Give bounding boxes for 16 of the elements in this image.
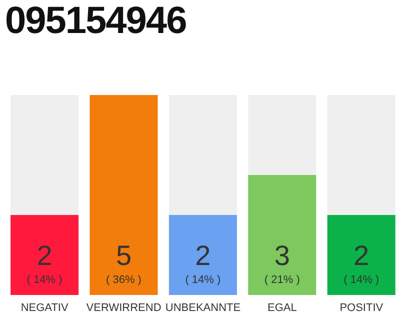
annotation: ( 14% ) bbox=[344, 274, 380, 286]
data-label: 2 bbox=[354, 240, 370, 271]
annotation: ( 21% ) bbox=[264, 274, 300, 286]
data-label: 2 bbox=[36, 240, 52, 271]
data-label: 2 bbox=[195, 240, 211, 271]
data-label: 5 bbox=[116, 240, 132, 271]
chart-title: 095154946 bbox=[5, 0, 186, 43]
x-tick-label: VERWIRREND bbox=[86, 302, 162, 314]
x-tick-label: UNBEKANNTE bbox=[165, 302, 241, 314]
annotation: ( 14% ) bbox=[26, 274, 62, 286]
data-label: 3 bbox=[274, 240, 290, 271]
annotation: ( 14% ) bbox=[185, 274, 221, 286]
x-tick-label: POSITIV bbox=[340, 302, 384, 314]
x-tick-label: EGAL bbox=[268, 302, 297, 314]
x-tick-label: NEGATIV bbox=[20, 302, 69, 314]
annotation: ( 36% ) bbox=[106, 274, 142, 286]
